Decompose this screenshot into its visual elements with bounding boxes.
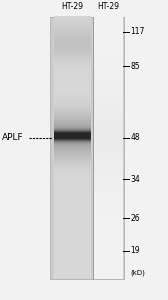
Text: 117: 117 — [130, 27, 145, 36]
Text: 34: 34 — [130, 175, 140, 184]
Text: HT-29: HT-29 — [97, 2, 119, 11]
Text: 48: 48 — [130, 133, 140, 142]
Text: 85: 85 — [130, 61, 140, 70]
Text: (kD): (kD) — [130, 270, 145, 276]
Text: HT-29: HT-29 — [61, 2, 83, 11]
Bar — [50, 17, 124, 279]
Text: 26: 26 — [130, 214, 140, 223]
Text: 19: 19 — [130, 246, 140, 255]
Text: APLF: APLF — [2, 133, 23, 142]
